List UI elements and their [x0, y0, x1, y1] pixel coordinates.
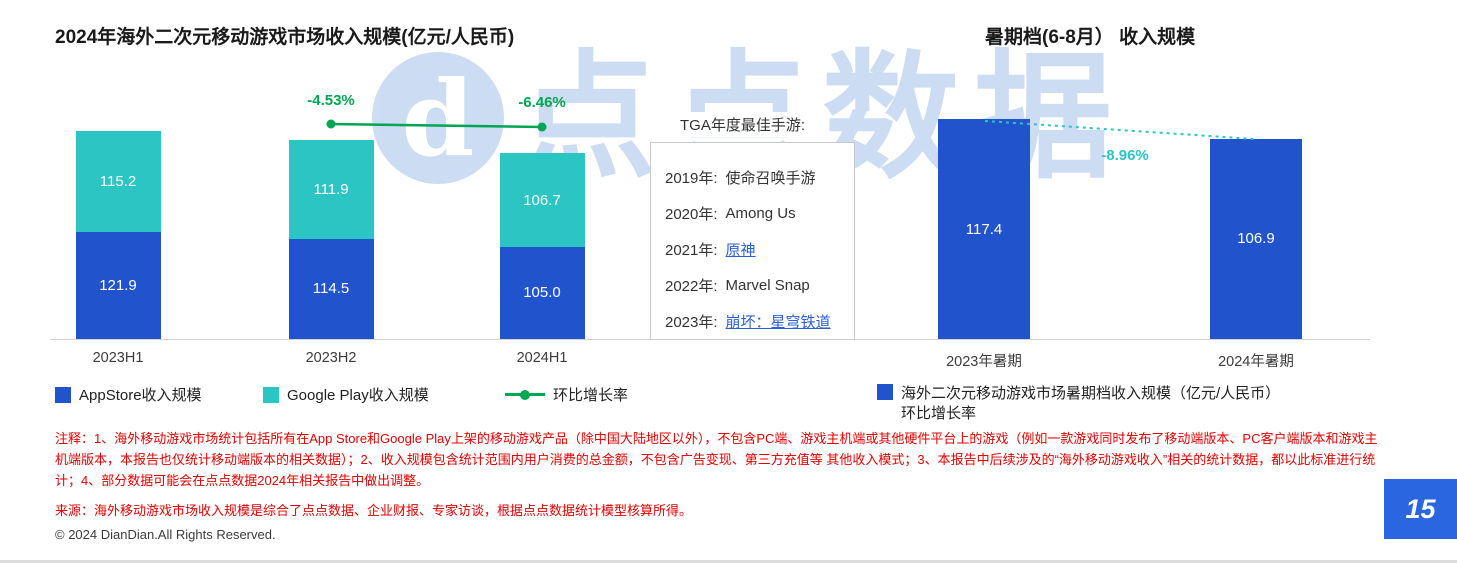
bar-segment: 106.9: [1210, 138, 1302, 339]
bar-value-label: 106.9: [1237, 230, 1275, 248]
legend-label: 海外二次元移动游戏市场暑期档收入规模（亿元/人民币）: [901, 385, 1281, 402]
diandian-logo-icon: d: [372, 52, 504, 184]
footnotes: 注释：1、海外移动游戏市场统计包括所有在App Store和Google Pla…: [55, 428, 1380, 521]
bar-value-label: 114.5: [312, 280, 350, 298]
tga-list-item: 2021年: 原神: [665, 231, 854, 267]
tga-box-title: TGA年度最佳手游:: [676, 112, 810, 137]
page-number-badge: 15: [1384, 479, 1457, 539]
growth-rate-label-2024h1: -6.46%: [518, 94, 566, 111]
bar-value-label: 121.9: [99, 277, 137, 295]
legend-swatch-teal-icon: [263, 386, 279, 403]
logo-letter: d: [401, 56, 475, 180]
legend-label: 环比增长率: [901, 405, 977, 422]
page-number: 15: [1405, 493, 1436, 524]
note-body: 注释：1、海外移动游戏市场统计包括所有在App Store和Google Pla…: [55, 431, 1378, 488]
legend-dot-icon: [520, 389, 530, 400]
tga-game-link-starrail[interactable]: 崩坏：星穹铁道: [725, 313, 831, 331]
bar-segment: 106.7: [499, 153, 585, 247]
tga-game-link-genshin[interactable]: 原神: [725, 241, 756, 259]
bar-segment: 114.5: [288, 238, 374, 339]
x-axis-category-label: 2023H1: [92, 350, 144, 366]
bar-value-label: 106.7: [523, 191, 561, 209]
tga-list-item: 2019年: 使命召唤手游: [665, 159, 854, 195]
legend-summer-revenue: 海外二次元移动游戏市场暑期档收入规模（亿元/人民币） 环比增长率: [877, 384, 1280, 424]
left-chart-title: 2024年海外二次元移动游戏市场收入规模(亿元/人民币): [55, 27, 515, 48]
x-axis-category-label: 2024H1: [516, 350, 568, 366]
tga-list-item: 2023年: 崩坏：星穹铁道: [665, 303, 854, 339]
legend-label: AppStore收入规模: [79, 387, 202, 404]
copyright-text: © 2024 DianDian.All Rights Reserved.: [55, 527, 276, 542]
tga-best-games-box: 2019年: 使命召唤手游 2020年: Among Us 2021年: 原神 …: [650, 142, 855, 340]
bar-segment: 115.2: [75, 131, 161, 233]
bar-value-label: 111.9: [313, 181, 349, 198]
legend-label: Google Play收入规模: [287, 387, 429, 404]
bar-segment: 117.4: [938, 119, 1030, 339]
tga-year: 2019年:: [665, 169, 718, 187]
x-axis-category-label: 2023年暑期: [946, 354, 1022, 370]
legend-swatch-blue-icon: [877, 384, 893, 400]
tga-year: 2020年:: [665, 205, 718, 223]
bar-value-label: 115.2: [99, 173, 137, 191]
bar-value-label: 117.4: [965, 220, 1003, 238]
legend-label-group: 海外二次元移动游戏市场暑期档收入规模（亿元/人民币） 环比增长率: [901, 384, 1280, 424]
right-chart-title: 暑期档(6-8月） 收入规模: [985, 27, 1196, 48]
legend-line-icon: [505, 389, 545, 400]
tga-list-item: 2020年: Among Us: [665, 195, 854, 231]
tga-year: 2022年:: [665, 277, 718, 295]
legend-label: 环比增长率: [553, 387, 629, 404]
growth-rate-label-h2: -4.53%: [307, 92, 355, 109]
bar-segment: 121.9: [75, 232, 161, 339]
legend-growth-rate: 环比增长率: [505, 384, 628, 405]
tga-year: 2021年:: [665, 241, 718, 259]
bar-segment: 105.0: [499, 246, 585, 339]
legend-googleplay: Google Play收入规模: [263, 384, 429, 405]
bar-segment: 111.9: [288, 140, 374, 239]
growth-rate-label-summer: -8.96%: [1101, 147, 1149, 164]
bar-value-label: 105.0: [523, 284, 561, 302]
tga-game: Among Us: [725, 204, 796, 222]
x-axis-category-label: 2024年暑期: [1218, 354, 1294, 370]
legend-swatch-blue-icon: [55, 386, 71, 403]
legend-appstore: AppStore收入规模: [55, 384, 202, 405]
tga-game: Marvel Snap: [725, 276, 810, 294]
tga-list-item: 2022年: Marvel Snap: [665, 267, 854, 303]
note-source: 来源：海外移动游戏市场收入规模是综合了点点数据、企业财报、专家访谈，根据点点数据…: [55, 503, 693, 518]
tga-game: 使命召唤手游: [725, 169, 816, 187]
tga-year: 2023年:: [665, 313, 718, 331]
x-axis-category-label: 2023H2: [305, 350, 357, 366]
